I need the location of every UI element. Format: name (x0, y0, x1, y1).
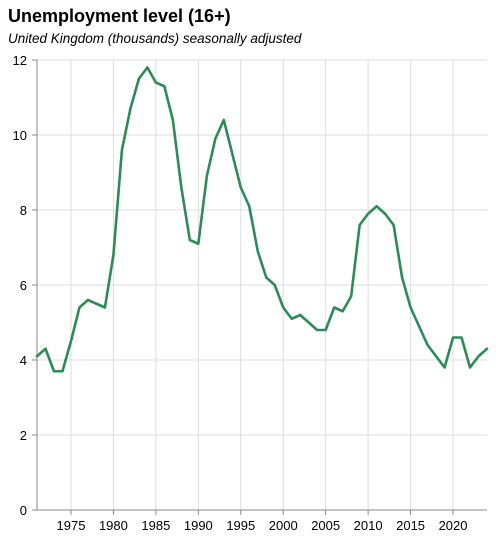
data-point (289, 316, 295, 322)
data-point (450, 335, 456, 341)
data-point (272, 282, 278, 288)
data-point (263, 275, 269, 281)
y-tick-label: 12 (13, 53, 27, 68)
data-point (306, 320, 312, 326)
x-tick-label: 1985 (141, 518, 170, 533)
y-tick-label: 0 (20, 503, 27, 518)
data-point (136, 76, 142, 82)
data-point (170, 117, 176, 123)
data-point (459, 335, 465, 341)
series-line (35, 66, 489, 373)
data-point (246, 203, 252, 209)
y-tick-label: 4 (20, 353, 27, 368)
axes (32, 59, 487, 515)
data-point (331, 305, 337, 311)
data-point (229, 151, 235, 157)
data-point (476, 353, 482, 359)
data-point (144, 65, 150, 71)
data-point (314, 327, 320, 333)
x-tick-label: 1995 (226, 518, 255, 533)
data-point (68, 338, 74, 344)
data-point (365, 211, 371, 217)
data-point (34, 353, 40, 359)
y-tick-label: 6 (20, 278, 27, 293)
y-tick-label: 10 (13, 128, 27, 143)
data-point (442, 365, 448, 371)
x-tick-label: 1975 (57, 518, 86, 533)
data-point (357, 222, 363, 228)
x-tick-label: 2010 (354, 518, 383, 533)
chart-subtitle: United Kingdom (thousands) seasonally ad… (8, 31, 302, 46)
tick-labels: 0 2 4 6 8 10 12 1975 1980 1985 1990 1995 2000 2005 201… (13, 53, 468, 533)
data-point (382, 211, 388, 217)
series-layer (34, 65, 490, 374)
data-point (93, 301, 99, 307)
y-tick-label: 8 (20, 203, 27, 218)
data-point (195, 241, 201, 247)
data-point (238, 185, 244, 191)
data-point (416, 323, 422, 329)
data-point (85, 297, 91, 303)
data-point (153, 80, 159, 86)
data-point (255, 248, 261, 254)
x-tick-label: 2005 (311, 518, 340, 533)
data-point (102, 305, 108, 311)
data-point (280, 305, 286, 311)
data-point (340, 308, 346, 314)
data-point (212, 136, 218, 142)
gridlines (37, 59, 487, 510)
data-point (399, 275, 405, 281)
y-tick-label: 2 (20, 428, 27, 443)
data-point (297, 312, 303, 318)
data-point (76, 305, 82, 311)
data-point (178, 185, 184, 191)
data-point (119, 147, 125, 153)
data-point (323, 327, 329, 333)
data-point (484, 346, 490, 352)
data-point (161, 83, 167, 89)
data-point (467, 365, 473, 371)
data-point (408, 305, 414, 311)
data-point (51, 368, 57, 374)
data-point (348, 293, 354, 299)
x-tick-label: 2020 (439, 518, 468, 533)
data-point (433, 353, 439, 359)
data-point (127, 106, 133, 112)
data-point (221, 117, 227, 123)
data-point (374, 203, 380, 209)
data-point (425, 342, 431, 348)
x-tick-label: 1990 (184, 518, 213, 533)
x-tick-label: 2015 (396, 518, 425, 533)
data-point (391, 222, 397, 228)
data-point (42, 346, 48, 352)
x-tick-label: 1980 (99, 518, 128, 533)
x-tick-label: 2000 (269, 518, 298, 533)
data-point (59, 368, 65, 374)
data-point (110, 252, 116, 258)
data-point (204, 173, 210, 179)
data-point (187, 237, 193, 243)
chart-title: Unemployment level (16+) (8, 6, 231, 26)
